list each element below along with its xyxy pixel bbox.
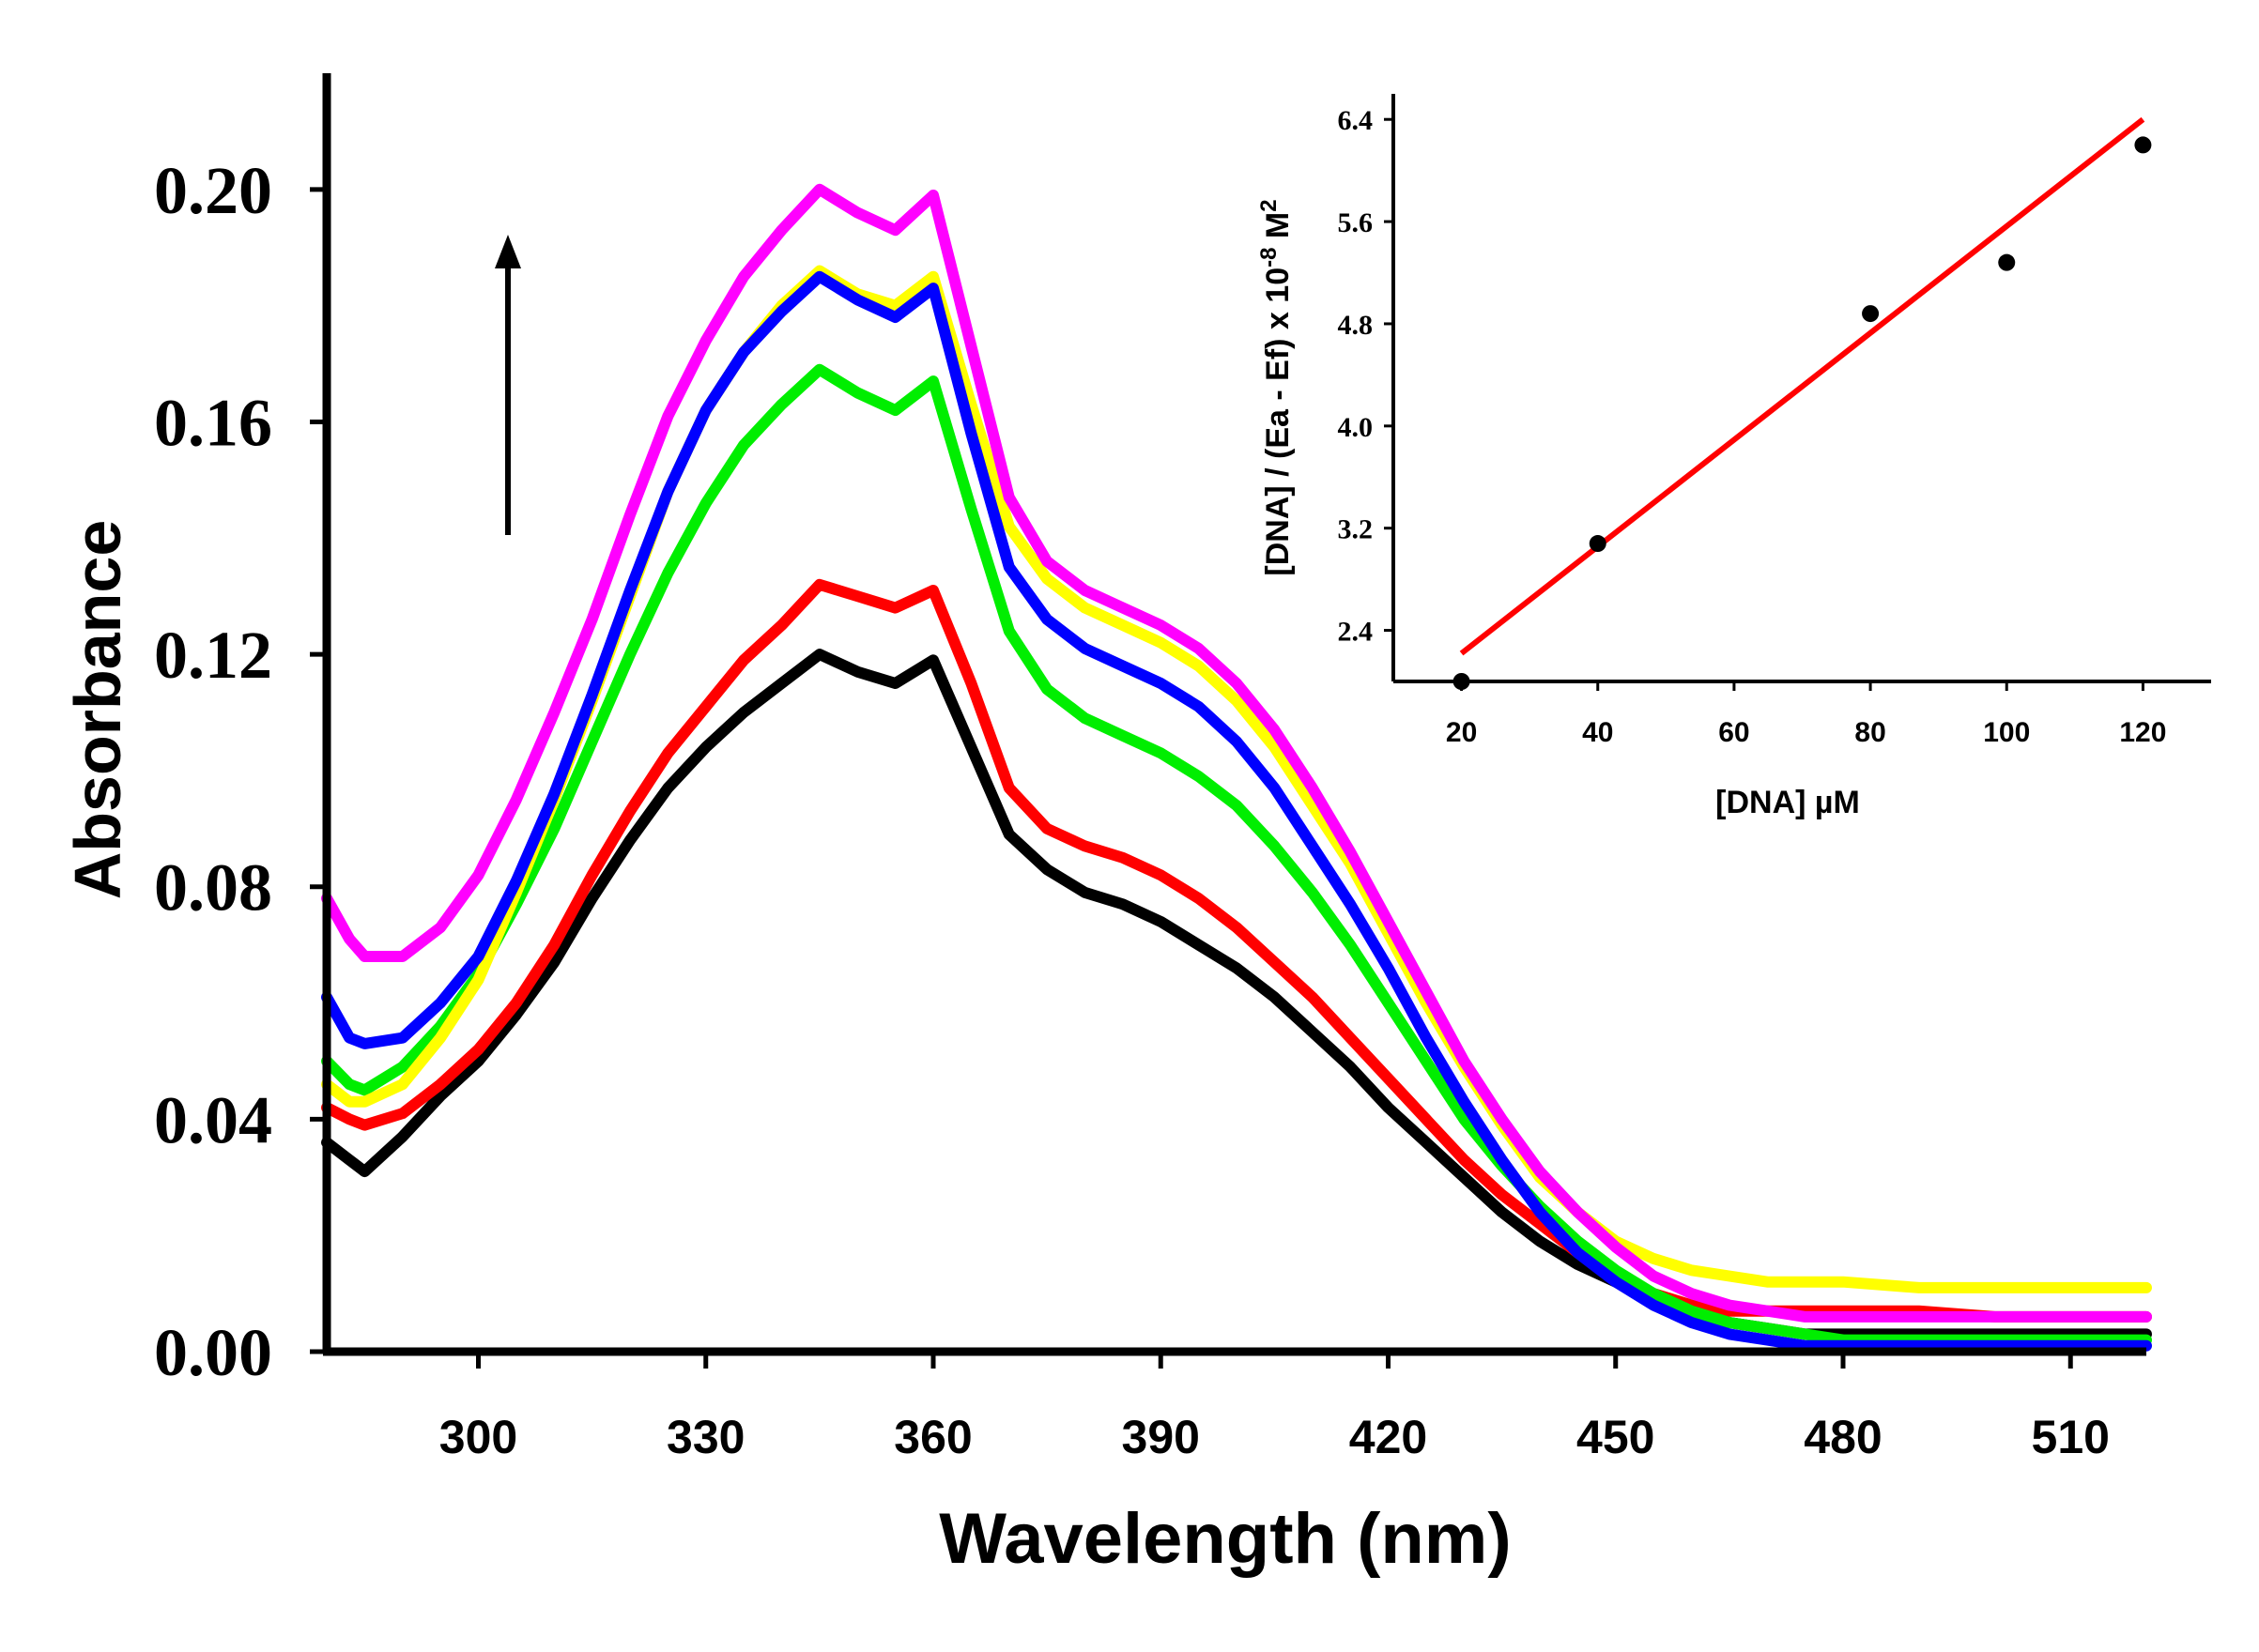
increase-arrow xyxy=(495,235,521,535)
inset-y-axis-label: [DNA] / (Ea - Ef) x 10-8 M2 xyxy=(1256,199,1297,575)
series-line-yellow xyxy=(321,265,2152,1293)
main-y-axis-label: Absorbance xyxy=(61,520,134,900)
inset-x-tick-label: 120 xyxy=(2119,717,2166,748)
inset-data-point xyxy=(1862,305,1880,323)
main-y-tick-label: 0.20 xyxy=(154,153,272,228)
inset-y-tick-label: 3.2 xyxy=(1338,514,1374,545)
series-line-red xyxy=(321,578,2152,1323)
inset-y-tick-label: 4.0 xyxy=(1338,412,1374,443)
inset-y-tick-label: 5.6 xyxy=(1338,207,1374,238)
inset-data-point xyxy=(2134,136,2152,154)
inset-plot: 2.4 3.2 4.0 4.8 5.6 6.4 20 40 60 80 100 120 [DNA] µ… xyxy=(1256,94,2211,820)
main-series-group xyxy=(321,183,2152,1352)
inset-x-axis-label: [DNA] µM xyxy=(1715,785,1860,820)
main-x-axis-label: Wavelength (nm) xyxy=(939,1499,1511,1579)
inset-x-tick-label: 20 xyxy=(1446,717,1477,748)
inset-y-tick-label: 6.4 xyxy=(1338,105,1374,136)
inset-data-point xyxy=(1998,253,2016,271)
inset-ticks-group: 2.4 3.2 4.0 4.8 5.6 6.4 20 40 60 80 100 120 xyxy=(1338,105,2167,748)
main-x-tick-label: 480 xyxy=(1804,1411,1882,1463)
inset-y-tick-label: 2.4 xyxy=(1338,617,1374,648)
series-line-magenta xyxy=(321,183,2152,1323)
main-x-tick-label: 420 xyxy=(1349,1411,1427,1463)
inset-data-point xyxy=(1589,535,1606,553)
main-x-tick-label: 360 xyxy=(894,1411,972,1463)
series-line-green xyxy=(321,363,2152,1346)
inset-marks-group xyxy=(1452,116,2152,690)
series-line-blue xyxy=(321,270,2152,1352)
inset-x-tick-label: 60 xyxy=(1718,717,1749,748)
inset-fit-line xyxy=(1459,116,2145,656)
main-x-tick-label: 300 xyxy=(439,1411,517,1463)
series-line-black xyxy=(321,649,2152,1340)
main-y-tick-label: 0.12 xyxy=(154,618,272,693)
main-y-tick-label: 0.00 xyxy=(154,1315,272,1390)
main-x-tick-label: 510 xyxy=(2032,1411,2110,1463)
main-y-tick-label: 0.16 xyxy=(154,385,272,460)
inset-x-tick-label: 80 xyxy=(1854,717,1885,748)
inset-x-tick-label: 100 xyxy=(1983,717,2030,748)
main-ticks-group: 0.00 0.04 0.08 0.12 0.16 0.20 300 330 360 390 420 4… xyxy=(154,153,2110,1463)
inset-y-tick-label: 4.8 xyxy=(1338,310,1374,341)
main-x-tick-label: 330 xyxy=(667,1411,745,1463)
main-y-tick-label: 0.08 xyxy=(154,850,272,925)
main-plot: 0.00 0.04 0.08 0.12 0.16 0.20 300 330 360 390 420 4… xyxy=(61,73,2152,1579)
main-y-tick-label: 0.04 xyxy=(154,1082,272,1157)
inset-x-tick-label: 40 xyxy=(1582,717,1613,748)
main-x-tick-label: 390 xyxy=(1122,1411,1200,1463)
main-x-tick-label: 450 xyxy=(1576,1411,1654,1463)
